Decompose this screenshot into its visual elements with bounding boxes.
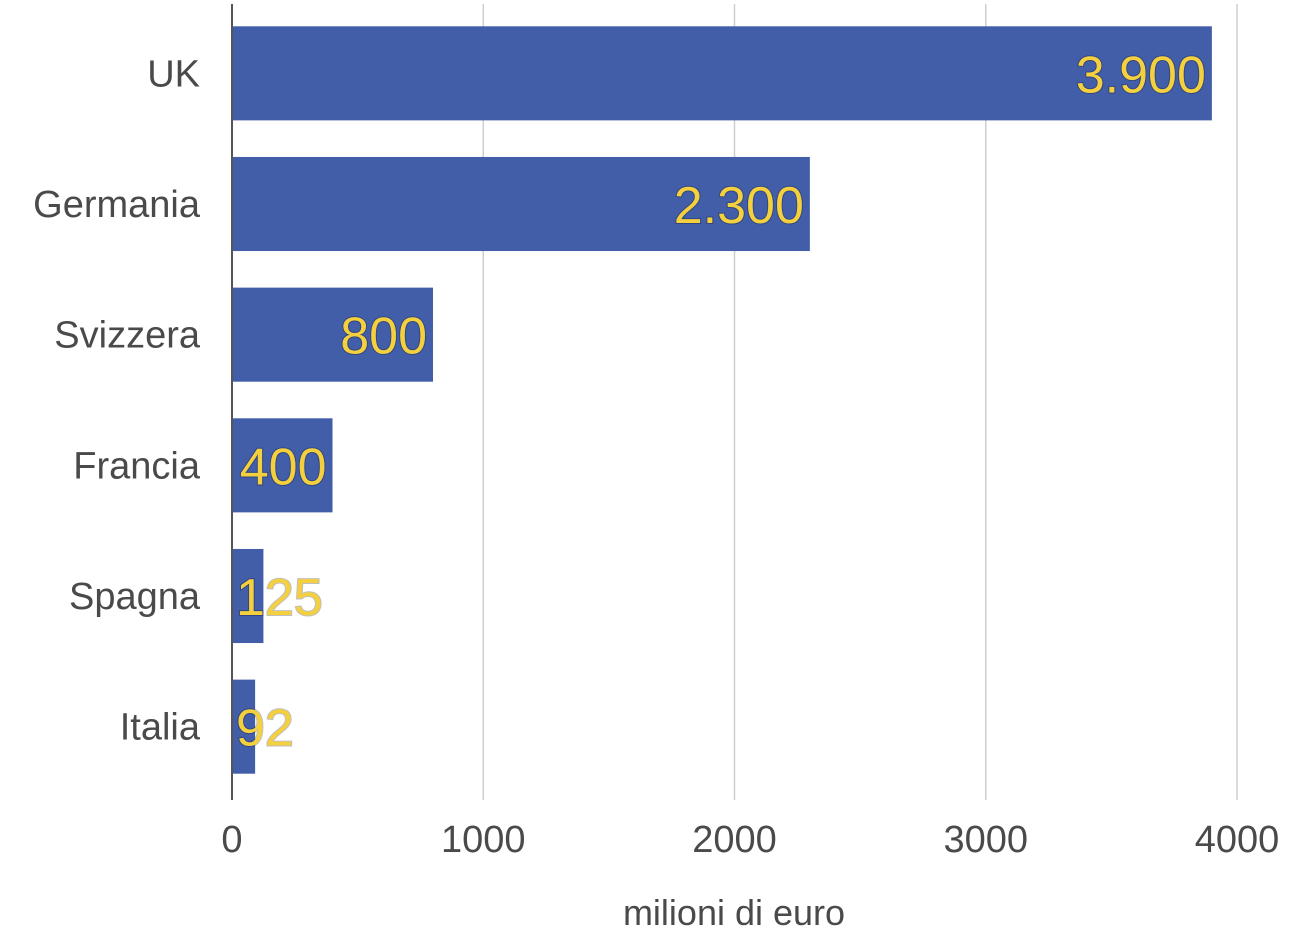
bar — [232, 26, 1212, 121]
bar — [232, 679, 256, 774]
data-label: 400 — [240, 438, 327, 496]
bar — [232, 548, 264, 644]
x-tick-label: 0 — [221, 819, 242, 861]
bars — [232, 26, 1212, 774]
category-label: Spagna — [69, 576, 201, 618]
category-label: Svizzera — [54, 315, 201, 357]
data-label: 800 — [340, 308, 427, 366]
data-label: 125 — [236, 569, 323, 627]
data-label: 3.900 — [1076, 46, 1206, 104]
data-label: 2.300 — [674, 177, 804, 235]
x-tick-label: 1000 — [441, 819, 526, 861]
gridlines — [482, 4, 1238, 800]
category-label: Germania — [33, 184, 201, 226]
category-label: Francia — [73, 445, 201, 487]
x-axis-title: milioni di euro — [623, 892, 845, 933]
data-label: 92 — [236, 700, 294, 758]
bar — [232, 156, 810, 252]
category-label: UK — [147, 53, 200, 95]
bar — [232, 418, 333, 513]
labels: 0 1000 2000 3000 4000 UK 3.900 Germania 2.300 Svi… — [33, 45, 1280, 861]
category-label: Italia — [120, 707, 201, 749]
bar — [232, 287, 433, 382]
x-tick-label: 4000 — [1195, 819, 1280, 861]
x-tick-label: 2000 — [692, 819, 777, 861]
x-tick-label: 3000 — [943, 819, 1028, 861]
